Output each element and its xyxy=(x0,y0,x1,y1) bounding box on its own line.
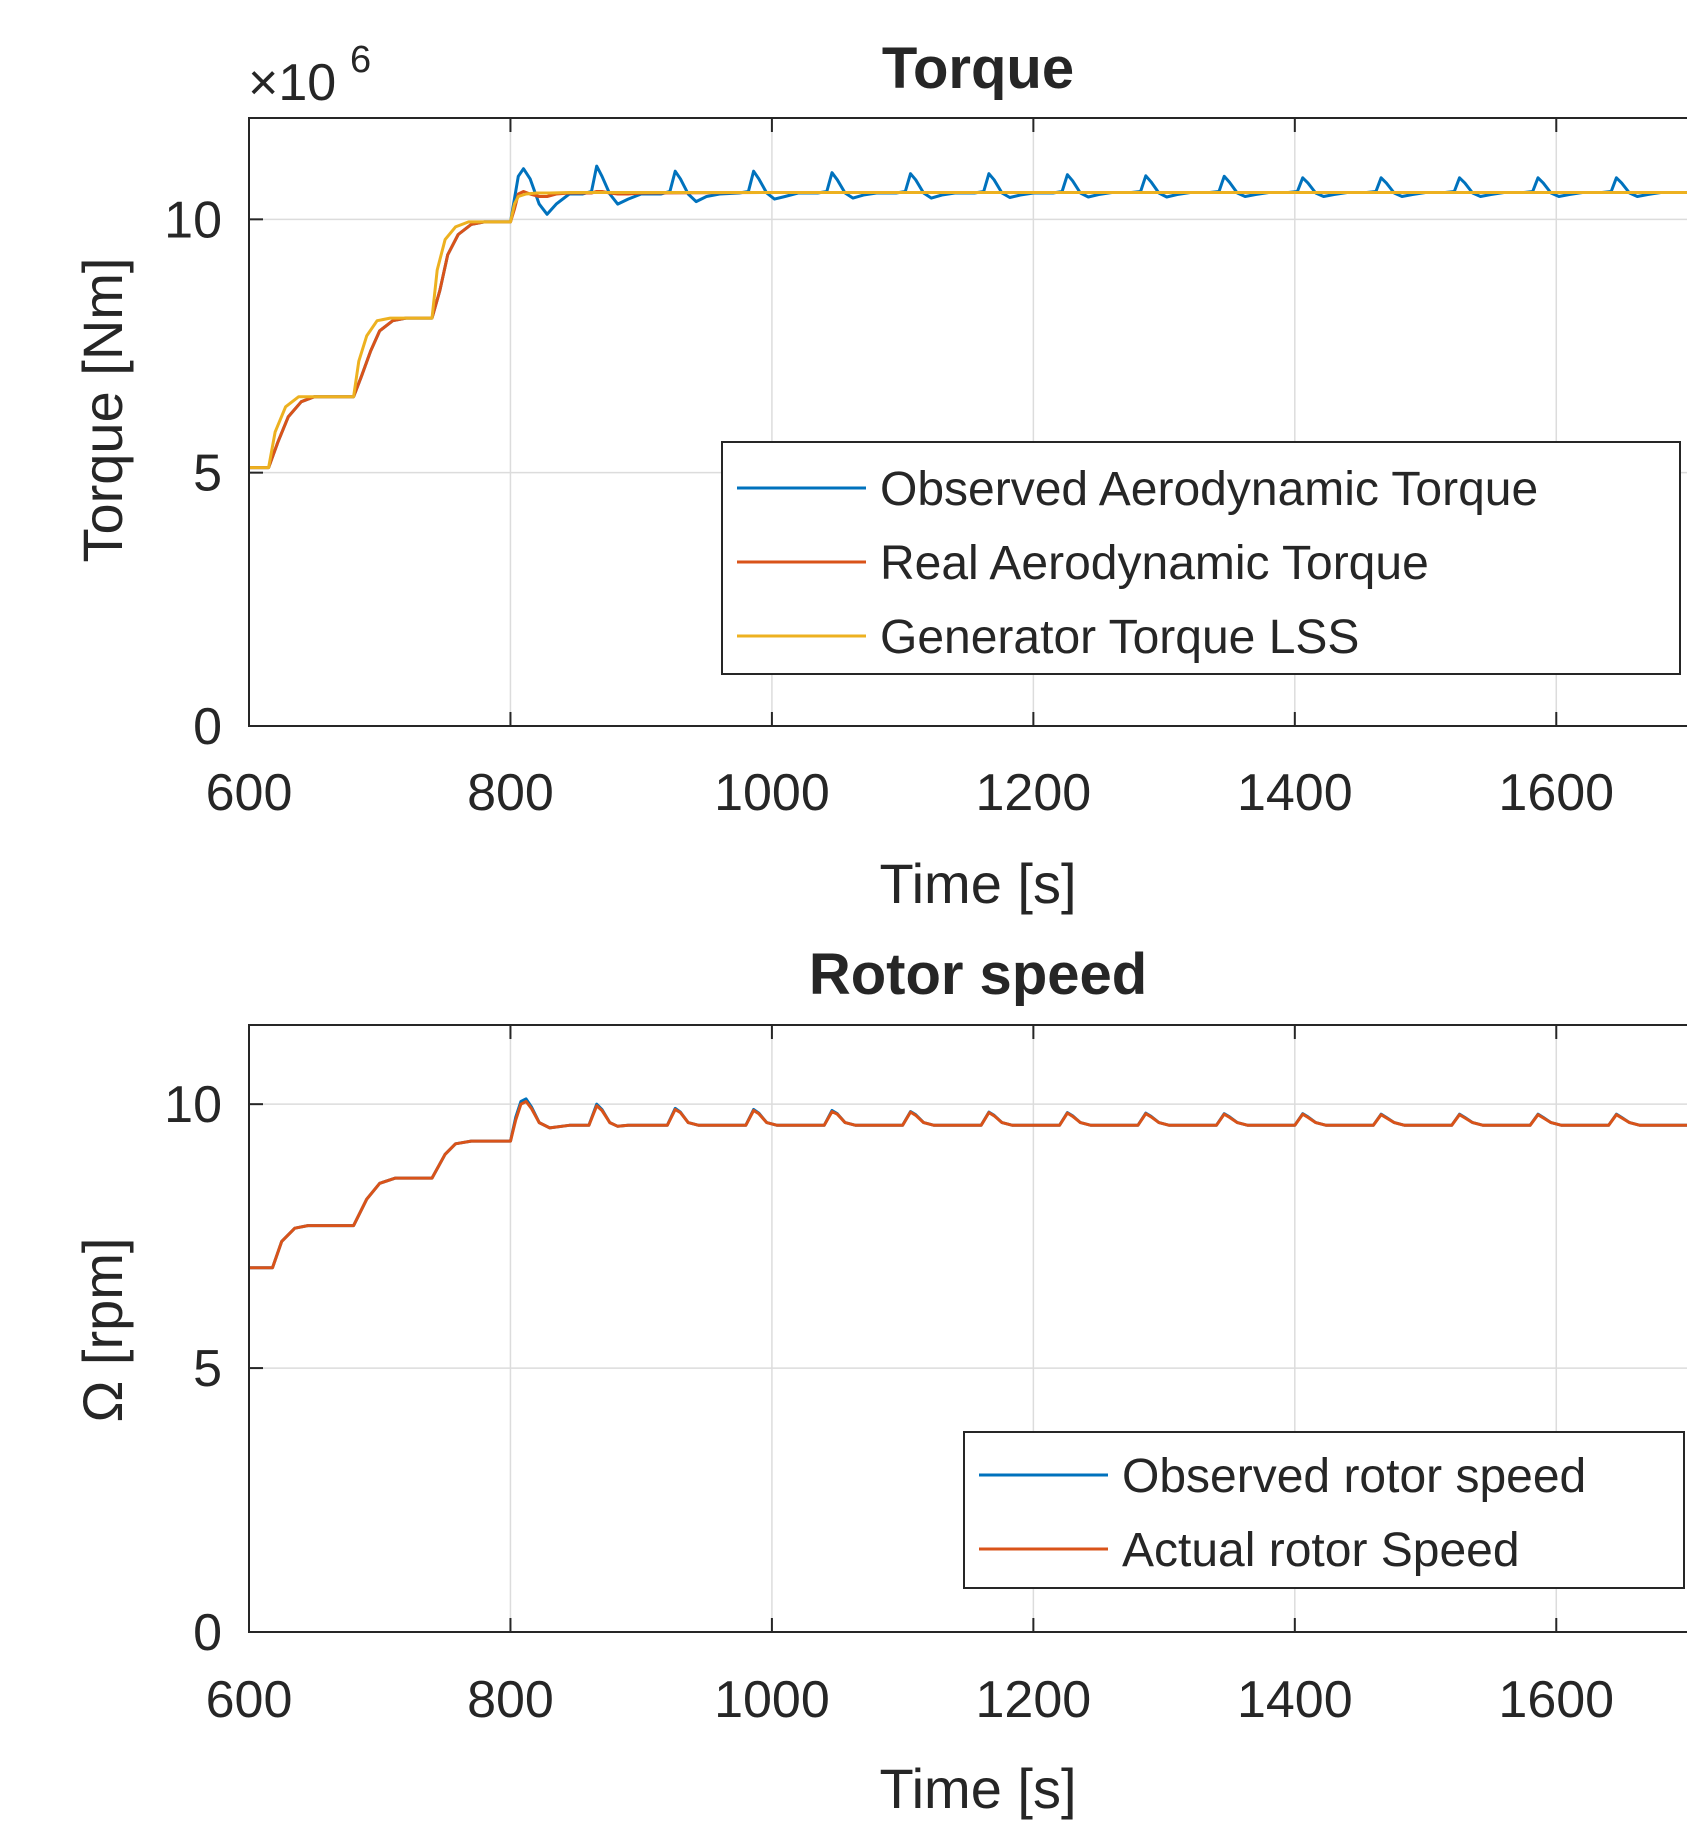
x-tick-label: 1000 xyxy=(714,764,830,822)
torque-y-axis-label: Torque [Nm] xyxy=(71,258,134,563)
rotor-speed-x-tick-labels: 600 800 1000 1200 1400 1600 xyxy=(206,1671,1614,1729)
x-tick-label: 1600 xyxy=(1498,764,1614,822)
y-tick-label: 0 xyxy=(193,698,222,756)
torque-series-group xyxy=(249,164,1687,470)
legend-entry-actual-rotor-speed: Actual rotor Speed xyxy=(979,1524,1520,1577)
series-line-actual-rotor-speed xyxy=(249,1100,1687,1270)
x-tick-label: 800 xyxy=(467,764,554,822)
x-tick-label: 600 xyxy=(206,764,293,822)
torque-axes-box xyxy=(248,117,1687,727)
x-tick-label: 1400 xyxy=(1237,1671,1353,1729)
x-tick-label: 1200 xyxy=(976,764,1092,822)
rotor-speed-chart-title: Rotor speed xyxy=(809,942,1147,1007)
torque-y-exponent: ×10 6 xyxy=(248,39,371,112)
rotor-speed-axes-box xyxy=(248,1024,1687,1633)
rotor-speed-y-tick-labels: 0 5 10 xyxy=(164,1076,222,1662)
x-tick-label: 1200 xyxy=(976,1671,1092,1729)
rotor-speed-x-axis-label: Time [s] xyxy=(879,1757,1076,1820)
legend-label: Observed Aerodynamic Torque xyxy=(880,463,1538,516)
torque-y-tick-labels: 0 5 10 xyxy=(164,191,222,756)
torque-y-exponent-base: ×10 xyxy=(248,54,336,112)
torque-chart-title: Torque xyxy=(882,36,1074,101)
rotor-speed-legend-box xyxy=(963,1431,1685,1589)
torque-y-exponent-power: 6 xyxy=(350,39,371,81)
x-tick-label: 1000 xyxy=(714,1671,830,1729)
x-tick-label: 1600 xyxy=(1498,1671,1614,1729)
x-tick-label: 800 xyxy=(467,1671,554,1729)
torque-legend: Observed Aerodynamic Torque Real Aerodyn… xyxy=(721,441,1681,675)
rotor-speed-series-group xyxy=(249,1097,1687,1270)
legend-label: Real Aerodynamic Torque xyxy=(880,537,1429,590)
torque-chart: 600 800 1000 1200 1400 1600 0 5 10 Torque Time … xyxy=(71,36,1687,915)
rotor-speed-legend: Observed rotor speed Actual rotor Speed xyxy=(963,1431,1685,1589)
rotor-speed-y-axis-label: Ω [rpm] xyxy=(71,1238,134,1423)
y-tick-label: 5 xyxy=(193,445,222,503)
legend-label: Generator Torque LSS xyxy=(880,611,1359,664)
x-tick-label: 600 xyxy=(206,1671,293,1729)
legend-entry-generator-torque-lss: Generator Torque LSS xyxy=(737,611,1359,664)
torque-x-tick-labels: 600 800 1000 1200 1400 1600 xyxy=(206,764,1614,822)
series-line-generator-torque-lss xyxy=(249,191,1687,470)
y-tick-label: 0 xyxy=(193,1604,222,1662)
legend-entry-observed-aerodynamic-torque: Observed Aerodynamic Torque xyxy=(737,463,1538,516)
y-tick-label: 10 xyxy=(164,191,222,249)
legend-entry-real-aerodynamic-torque: Real Aerodynamic Torque xyxy=(737,537,1429,590)
torque-x-axis-label: Time [s] xyxy=(879,852,1076,915)
torque-tick-marks xyxy=(248,118,1558,727)
legend-label: Actual rotor Speed xyxy=(1122,1524,1520,1577)
rotor-speed-tick-marks xyxy=(248,1025,1558,1633)
x-tick-label: 1400 xyxy=(1237,764,1353,822)
y-tick-label: 5 xyxy=(193,1340,222,1398)
legend-entry-observed-rotor-speed: Observed rotor speed xyxy=(979,1450,1586,1503)
torque-legend-box xyxy=(721,441,1681,675)
legend-label: Observed rotor speed xyxy=(1122,1450,1586,1503)
y-tick-label: 10 xyxy=(164,1076,222,1134)
